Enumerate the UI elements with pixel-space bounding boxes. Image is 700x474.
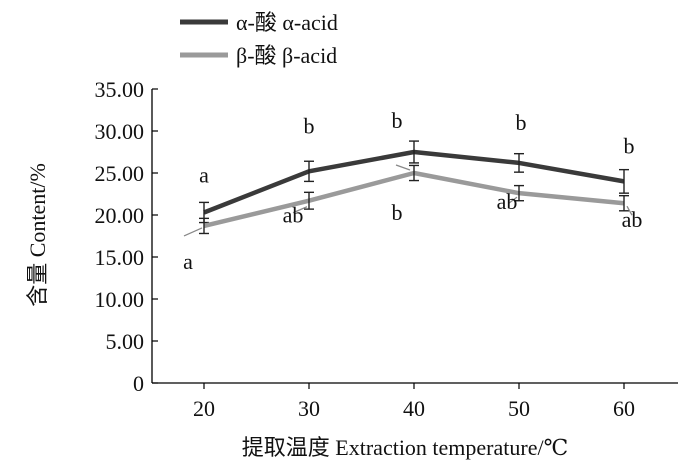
label-leader-line (292, 206, 308, 214)
x-axis-label: 提取温度 Extraction temperature/℃ (242, 435, 568, 460)
x-tick-label: 20 (193, 396, 215, 421)
x-tick-label: 30 (298, 396, 320, 421)
y-tick-label: 25.00 (95, 161, 145, 186)
beta-significance-label: ab (283, 203, 304, 228)
legend-label: α-酸 α-acid (236, 10, 338, 35)
y-axis-label: 含量 Content/% (25, 163, 50, 307)
y-tick-label: 35.00 (95, 77, 145, 102)
y-tick-label: 15.00 (95, 245, 145, 270)
axes: 0 5.00 10.00 15.00 20.00 25.00 30.00 35.00 20 30 4… (95, 77, 678, 421)
beta-significance-label: a (183, 249, 193, 274)
x-tick-label: 40 (403, 396, 425, 421)
y-tick-label: 5.00 (106, 329, 145, 354)
series-layer (199, 140, 629, 235)
legend-label: β-酸 β-acid (236, 43, 337, 68)
y-tick-label: 10.00 (95, 287, 145, 312)
label-leader-line (626, 205, 633, 216)
legend: α-酸 α-acid β-酸 β-acid (180, 10, 338, 68)
alpha-significance-label: b (392, 108, 403, 133)
beta-significance-label: ab (497, 189, 518, 214)
y-tick-label: 20.00 (95, 203, 145, 228)
beta-significance-label: b (392, 200, 403, 225)
x-tick-label: 60 (613, 396, 635, 421)
x-tick-label: 50 (508, 396, 530, 421)
alpha-significance-label: b (304, 113, 315, 138)
alpha-significance-label: b (624, 133, 635, 158)
beta-significance-label: ab (622, 207, 643, 232)
label-leader-line (508, 196, 518, 204)
label-leader-line (395, 164, 411, 171)
label-leader-line (183, 227, 203, 237)
y-tick-label: 30.00 (95, 119, 145, 144)
alpha-significance-label: b (516, 110, 527, 135)
alpha-significance-label: a (199, 162, 209, 187)
y-tick-label: 0 (133, 371, 144, 396)
